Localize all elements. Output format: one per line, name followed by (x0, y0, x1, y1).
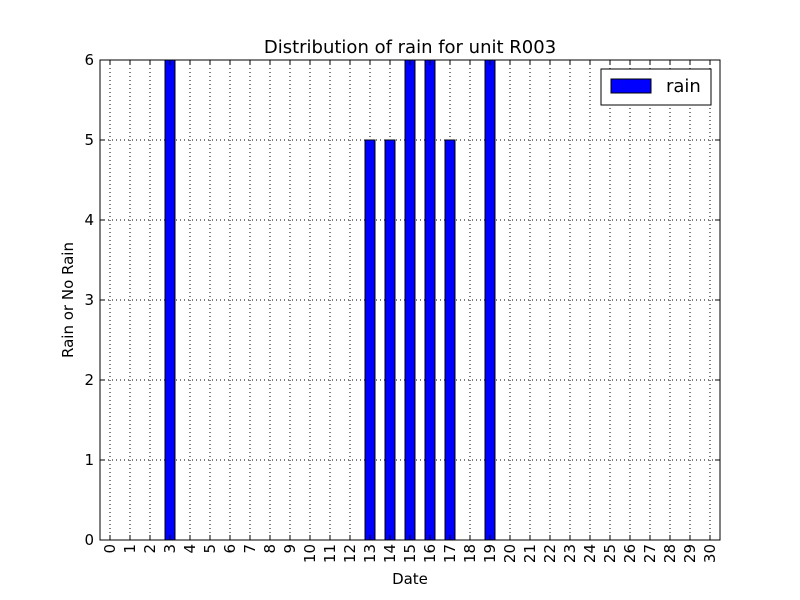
y-axis-ticks: 0 1 2 3 4 5 6 (84, 51, 720, 549)
x-tick-label: 13 (361, 544, 379, 563)
y-tick-label: 1 (84, 451, 94, 469)
bar-19 (484, 59, 496, 541)
y-tick-label: 5 (84, 131, 94, 149)
x-tick-label: 18 (461, 544, 479, 563)
y-tick-label: 2 (84, 371, 94, 389)
x-tick-label: 30 (701, 544, 719, 563)
x-tick-label: 1 (121, 544, 139, 554)
x-tick-label: 4 (181, 544, 199, 554)
x-tick-label: 12 (341, 544, 359, 563)
x-tick-label: 29 (681, 544, 699, 563)
x-tick-label: 19 (481, 544, 499, 563)
x-tick-label: 15 (401, 544, 419, 563)
bar-15 (404, 59, 416, 541)
chart-title: Distribution of rain for unit R003 (264, 37, 556, 58)
x-axis-ticks: 0 1 2 3 4 5 6 7 8 9 10 11 12 13 14 15 16 17 18 19 20 21 22 23 24… (101, 60, 719, 563)
x-tick-label: 28 (661, 544, 679, 563)
y-tick-label: 4 (84, 211, 94, 229)
legend-swatch (610, 78, 652, 94)
bar-16 (424, 59, 436, 541)
x-tick-label: 14 (381, 544, 399, 563)
legend-label: rain (666, 76, 701, 97)
x-tick-label: 27 (641, 544, 659, 563)
x-tick-label: 24 (581, 544, 599, 563)
bar-13 (364, 139, 376, 541)
x-tick-label: 7 (241, 544, 259, 554)
x-tick-label: 23 (561, 544, 579, 563)
x-tick-label: 25 (601, 544, 619, 563)
x-tick-label: 16 (421, 544, 439, 563)
x-tick-label: 20 (501, 544, 519, 563)
bar-14 (384, 139, 396, 541)
x-tick-label: 3 (161, 544, 179, 554)
x-axis-label: Date (392, 570, 428, 588)
bar-17 (444, 139, 456, 541)
x-tick-label: 21 (521, 544, 539, 563)
legend: rain (600, 68, 712, 106)
x-tick-label: 6 (221, 544, 239, 554)
y-tick-label: 3 (84, 291, 94, 309)
x-tick-label: 0 (101, 544, 119, 554)
x-tick-label: 8 (261, 544, 279, 554)
x-tick-label: 26 (621, 544, 639, 563)
x-tick-label: 5 (201, 544, 219, 554)
x-tick-label: 17 (441, 544, 459, 563)
y-tick-label: 0 (84, 531, 94, 549)
x-tick-label: 9 (281, 544, 299, 554)
y-axis-label: Rain or No Rain (59, 242, 77, 358)
y-tick-label: 6 (84, 51, 94, 69)
x-tick-label: 2 (141, 544, 159, 554)
x-tick-label: 22 (541, 544, 559, 563)
x-tick-label: 10 (301, 544, 319, 563)
x-tick-label: 11 (321, 544, 339, 563)
bar-3 (164, 59, 176, 541)
